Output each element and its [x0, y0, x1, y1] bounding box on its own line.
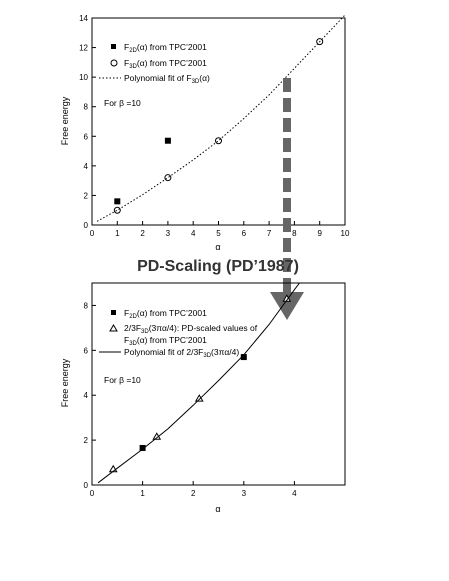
x-tick-label: 10: [341, 229, 350, 238]
y-tick-label: 12: [79, 44, 88, 53]
top-legend-entry-2: F3D(α) from TPC’2001: [124, 58, 207, 70]
bottom-legend-entry-2: 2/3F3D(3πα/4): PD-scaled values of: [124, 323, 258, 335]
top-x-axis-label: α: [215, 242, 220, 252]
y-tick-label: 4: [84, 162, 89, 171]
arrow-head: [270, 292, 304, 320]
y-tick-label: 2: [84, 191, 89, 200]
bottom-legend-entry-2b: F3D(α) from TPC’2001: [124, 335, 207, 347]
bottom-x-axis-label: α: [215, 504, 220, 514]
bottom-series: [97, 282, 300, 484]
x-tick-label: 0: [90, 489, 95, 498]
y-tick-label: 0: [84, 481, 89, 490]
legend-marker-triangle: [109, 324, 118, 332]
data-point-square: [139, 444, 146, 451]
y-tick-label: 8: [84, 103, 89, 112]
data-point-square: [240, 354, 247, 361]
y-tick-label: 10: [79, 73, 88, 82]
scaling-arrow: [270, 78, 304, 320]
x-tick-label: 6: [242, 229, 247, 238]
y-tick-label: 0: [84, 221, 89, 230]
legend-marker-square: [111, 310, 116, 315]
x-tick-label: 8: [292, 229, 297, 238]
y-tick-label: 4: [84, 391, 89, 400]
x-tick-label: 5: [216, 229, 221, 238]
y-tick-label: 14: [79, 14, 88, 23]
top-series: [96, 14, 346, 222]
bottom-annotation: For β =10: [104, 375, 141, 385]
y-tick-label: 2: [84, 436, 89, 445]
legend-marker-square: [111, 44, 116, 49]
x-tick-label: 3: [242, 489, 247, 498]
section-title: PD-Scaling (PD’1987): [137, 258, 299, 275]
top-x-ticks: 0 1 2 3 4 5 6 7 8 9 10: [90, 221, 350, 238]
data-point-square: [164, 137, 171, 144]
bottom-y-ticks: 0 2 4 6 8: [84, 301, 96, 490]
bottom-legend-entry-1: F2D(α) from TPC’2001: [124, 308, 207, 320]
fit-line: [97, 282, 300, 484]
top-y-ticks: 0 2 4 6 8 10 12 14: [79, 14, 96, 230]
top-legend: F2D(α) from TPC’2001 F3D(α) from TPC’200…: [99, 42, 210, 85]
data-point-circle: [164, 174, 172, 182]
x-tick-label: 9: [317, 229, 322, 238]
bottom-legend-entry-3: Polynomial fit of 2/3F3D(3πα/4): [124, 347, 239, 359]
x-tick-label: 3: [166, 229, 171, 238]
x-tick-label: 1: [115, 229, 120, 238]
top-annotation: For β =10: [104, 98, 141, 108]
x-tick-label: 1: [140, 489, 145, 498]
bottom-plot-frame: [91, 282, 346, 486]
chart-bottom: 0 1 2 3 4 0 2 4 6 8 α Free energy For β =10 F2D(…: [60, 282, 346, 514]
data-point-triangle: [194, 394, 204, 402]
top-y-axis-label: Free energy: [60, 96, 70, 145]
bottom-legend: F2D(α) from TPC’2001 2/3F3D(3πα/4): PD-s…: [99, 308, 258, 359]
data-point-square: [114, 198, 121, 205]
data-point-circle: [113, 206, 121, 214]
legend-marker-circle: [110, 59, 118, 67]
bottom-x-ticks: 0 1 2 3 4: [90, 481, 297, 498]
data-point-circle: [215, 137, 222, 145]
top-legend-entry-1: F2D(α) from TPC’2001: [124, 42, 207, 54]
x-tick-label: 7: [267, 229, 272, 238]
bottom-y-axis-label: Free energy: [60, 358, 70, 407]
y-tick-label: 8: [84, 301, 89, 310]
y-tick-label: 6: [84, 132, 89, 141]
fit-line: [96, 14, 346, 222]
x-tick-label: 4: [191, 229, 196, 238]
top-legend-entry-3: Polynomial fit of F3D(α): [124, 73, 210, 85]
x-tick-label: 2: [191, 489, 196, 498]
x-tick-label: 2: [140, 229, 145, 238]
y-tick-label: 6: [84, 346, 89, 355]
x-tick-label: 0: [90, 229, 95, 238]
x-tick-label: 4: [292, 489, 297, 498]
